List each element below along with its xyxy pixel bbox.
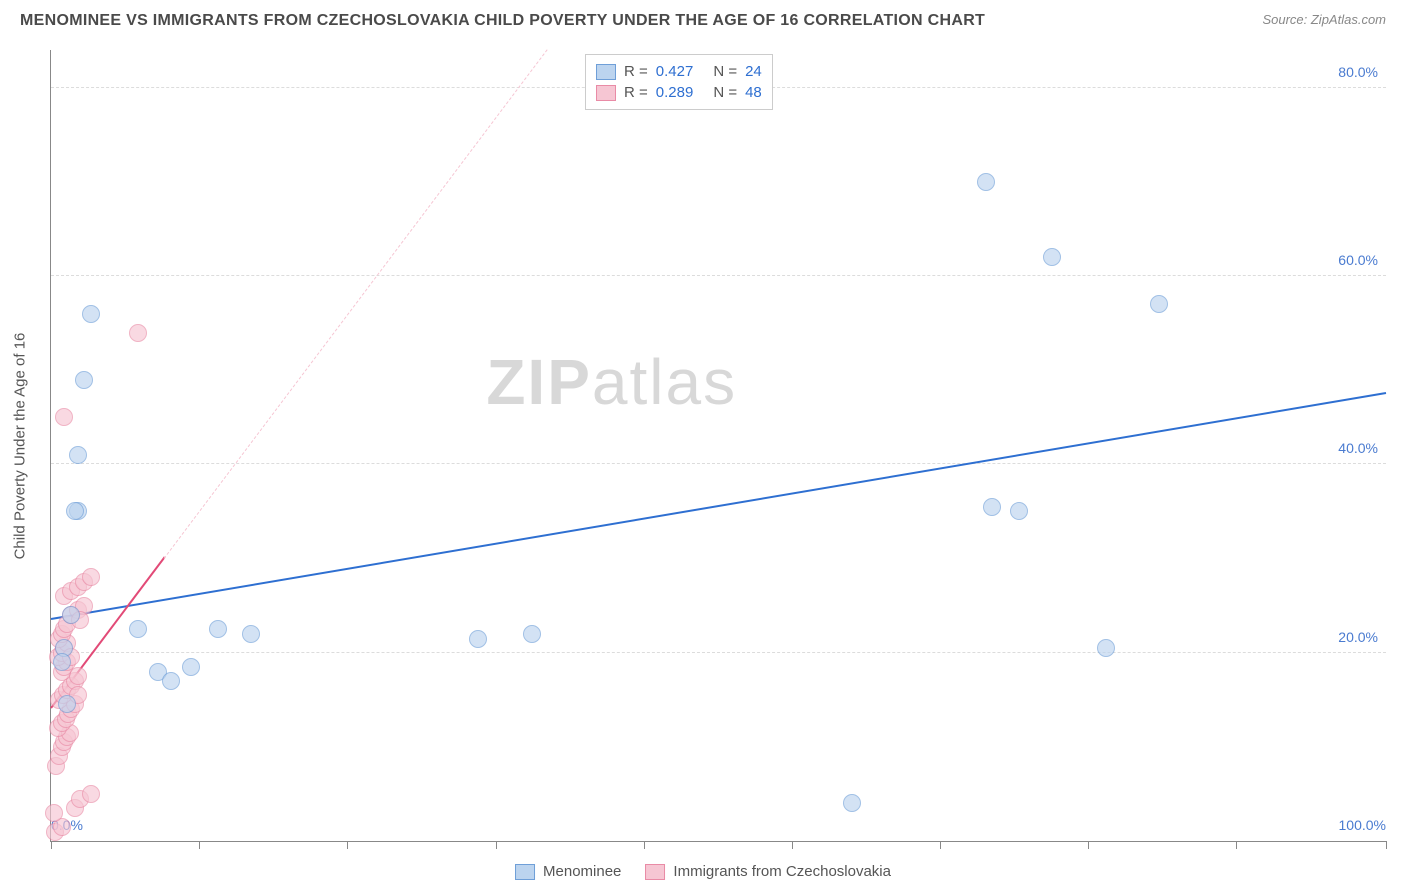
x-tick — [199, 841, 200, 849]
correlation-legend: R = 0.427 N = 24 R = 0.289 N = 48 — [585, 54, 773, 110]
data-point — [53, 653, 71, 671]
legend-item-czech: Immigrants from Czechoslovakia — [645, 863, 891, 880]
swatch-menominee — [515, 864, 535, 880]
swatch-czech — [645, 864, 665, 880]
x-tick — [644, 841, 645, 849]
data-point — [182, 658, 200, 676]
data-point — [82, 568, 100, 586]
gridline-h — [51, 275, 1386, 276]
legend-swatch — [596, 64, 616, 80]
trendline — [51, 392, 1386, 620]
legend-label-menominee: Menominee — [543, 863, 621, 880]
data-point — [82, 305, 100, 323]
y-tick-label: 20.0% — [1338, 629, 1378, 645]
x-tick — [1236, 841, 1237, 849]
data-point — [129, 620, 147, 638]
x-tick — [347, 841, 348, 849]
data-point — [242, 625, 260, 643]
data-point — [983, 498, 1001, 516]
y-tick-label: 60.0% — [1338, 252, 1378, 268]
x-tick — [51, 841, 52, 849]
data-point — [977, 173, 995, 191]
data-point — [75, 371, 93, 389]
x-tick-label-right: 100.0% — [1339, 817, 1386, 833]
legend-n-label: N = — [713, 63, 737, 80]
data-point — [45, 804, 63, 822]
y-axis-label: Child Poverty Under the Age of 16 — [12, 333, 29, 560]
data-point — [523, 625, 541, 643]
watermark-zip: ZIP — [486, 346, 592, 418]
y-tick-label: 40.0% — [1338, 440, 1378, 456]
x-tick — [940, 841, 941, 849]
data-point — [1150, 295, 1168, 313]
data-point — [162, 672, 180, 690]
y-tick-label: 80.0% — [1338, 64, 1378, 80]
legend-row: R = 0.289 N = 48 — [596, 82, 762, 103]
legend-n-label: N = — [713, 84, 737, 101]
legend-r-value: 0.289 — [656, 84, 694, 101]
x-tick — [1386, 841, 1387, 849]
source-label: Source: ZipAtlas.com — [1262, 12, 1386, 27]
x-tick — [1088, 841, 1089, 849]
data-point — [469, 630, 487, 648]
gridline-h — [51, 652, 1386, 653]
bottom-legend: Menominee Immigrants from Czechoslovakia — [515, 863, 891, 880]
data-point — [82, 785, 100, 803]
legend-r-value: 0.427 — [656, 63, 694, 80]
data-point — [69, 446, 87, 464]
plot-area: ZIPatlas 20.0%40.0%60.0%80.0%0.0%100.0%R… — [50, 50, 1386, 842]
legend-r-label: R = — [624, 84, 648, 101]
legend-row: R = 0.427 N = 24 — [596, 61, 762, 82]
data-point — [1043, 248, 1061, 266]
data-point — [1097, 639, 1115, 657]
watermark: ZIPatlas — [486, 345, 737, 419]
legend-label-czech: Immigrants from Czechoslovakia — [673, 863, 891, 880]
gridline-h — [51, 463, 1386, 464]
watermark-atlas: atlas — [592, 346, 737, 418]
legend-r-label: R = — [624, 63, 648, 80]
trendline-extension — [164, 49, 548, 558]
chart-container: Child Poverty Under the Age of 16 ZIPatl… — [50, 50, 1386, 842]
data-point — [209, 620, 227, 638]
data-point — [55, 408, 73, 426]
legend-n-value: 48 — [745, 84, 762, 101]
legend-n-value: 24 — [745, 63, 762, 80]
legend-swatch — [596, 85, 616, 101]
x-tick — [792, 841, 793, 849]
data-point — [1010, 502, 1028, 520]
data-point — [58, 695, 76, 713]
data-point — [843, 794, 861, 812]
data-point — [62, 606, 80, 624]
x-tick — [496, 841, 497, 849]
data-point — [129, 324, 147, 342]
data-point — [66, 502, 84, 520]
legend-item-menominee: Menominee — [515, 863, 621, 880]
chart-title: MENOMINEE VS IMMIGRANTS FROM CZECHOSLOVA… — [20, 12, 985, 30]
